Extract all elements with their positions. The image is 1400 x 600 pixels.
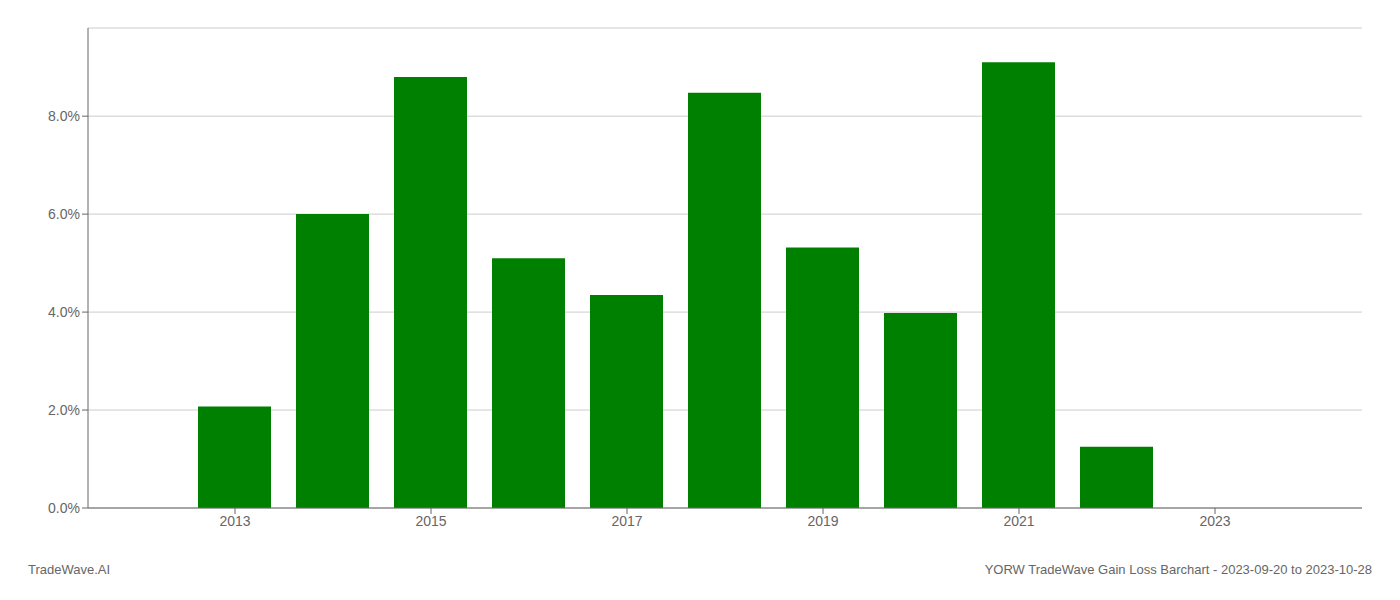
svg-text:2017: 2017: [611, 513, 642, 529]
svg-text:2.0%: 2.0%: [48, 402, 80, 418]
svg-text:2015: 2015: [415, 513, 446, 529]
svg-text:2019: 2019: [807, 513, 838, 529]
svg-text:0.0%: 0.0%: [48, 500, 80, 516]
svg-text:6.0%: 6.0%: [48, 206, 80, 222]
svg-text:2013: 2013: [219, 513, 250, 529]
svg-text:2021: 2021: [1003, 513, 1034, 529]
html-text:YORW TradeWave Gain Loss Barch: YORW TradeWave Gain Loss Barchart - 2023…: [984, 562, 1372, 577]
svg-text:2023: 2023: [1199, 513, 1230, 529]
svg-text:8.0%: 8.0%: [48, 108, 80, 124]
html-text:TradeWave.AI: TradeWave.AI: [28, 562, 111, 577]
svg-text:4.0%: 4.0%: [48, 304, 80, 320]
